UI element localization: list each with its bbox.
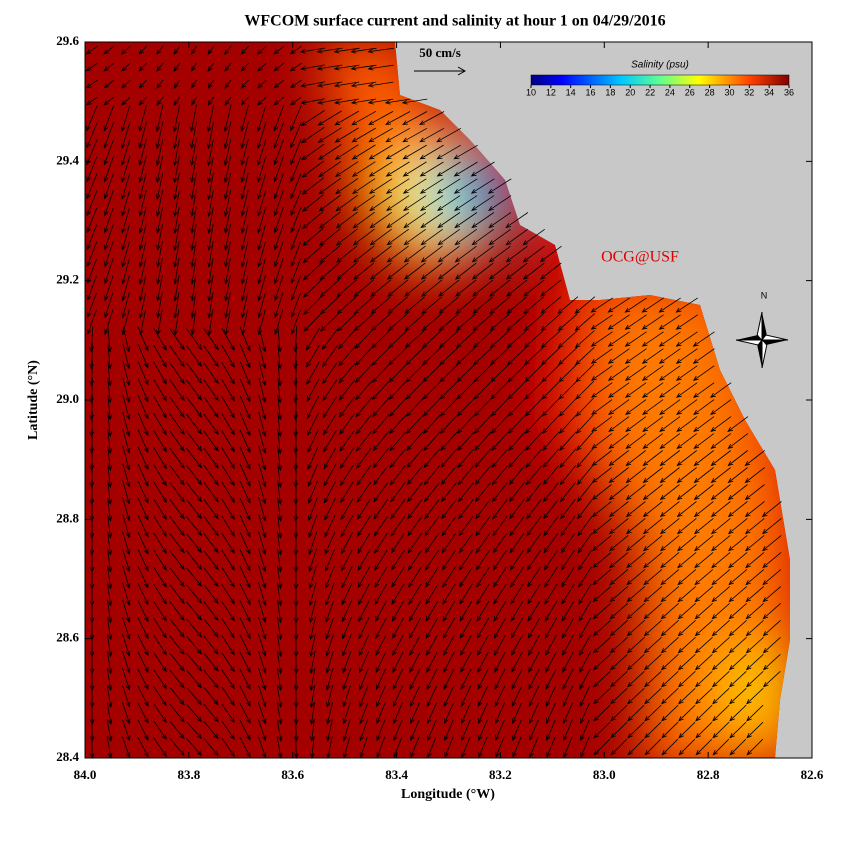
colorbar-tick-label: 28 [705, 87, 715, 97]
colorbar-tick-label: 32 [744, 87, 754, 97]
colorbar-ticks: 10 12 14 16 18 20 22 24 26 28 30 32 34 36 [526, 85, 794, 97]
scale-label: 50 cm/s [419, 45, 461, 60]
x-tick-label: 83.8 [177, 767, 200, 782]
x-tick-label: 83.4 [385, 767, 408, 782]
current-vectors [85, 45, 782, 760]
colorbar-tick-label: 30 [724, 87, 734, 97]
colorbar-tick-label: 34 [764, 87, 774, 97]
x-tick-label: 83.0 [593, 767, 616, 782]
y-tick-label: 28.4 [56, 749, 79, 764]
axes: 84.0 83.8 83.6 83.4 83.2 83.0 82.8 82.6 28.4 28.6… [56, 33, 824, 782]
watermark: OCG@USF [601, 249, 679, 266]
colorbar-tick-label: 16 [586, 87, 596, 97]
x-tick-label: 82.8 [697, 767, 720, 782]
x-tick-label: 82.6 [801, 767, 824, 782]
y-tick-label: 29.4 [56, 152, 79, 167]
colorbar-tick-label: 10 [526, 87, 536, 97]
y-tick-label: 28.6 [56, 630, 79, 645]
compass-label: N [761, 290, 768, 300]
colorbar-tick-label: 24 [665, 87, 675, 97]
colorbar-tick-label: 14 [566, 87, 576, 97]
y-tick-label: 29.2 [56, 272, 79, 287]
x-tick-label: 83.6 [281, 767, 304, 782]
colorbar-tick-label: 26 [685, 87, 695, 97]
colorbar-title: Salinity (psu) [631, 60, 689, 71]
current-arrows [85, 45, 782, 760]
y-tick-label: 29.6 [56, 33, 79, 48]
y-tick-label: 28.8 [56, 510, 79, 525]
colorbar-tick-label: 36 [784, 87, 794, 97]
x-tick-label: 84.0 [74, 767, 97, 782]
y-tick-label: 29.0 [56, 391, 79, 406]
colorbar-tick-label: 12 [546, 87, 556, 97]
x-tick-label: 83.2 [489, 767, 512, 782]
y-label: Latitude (°N) [26, 360, 41, 440]
colorbar [530, 74, 790, 86]
title: WFCOM surface current and salinity at ho… [244, 13, 665, 30]
colorbar-tick-label: 18 [605, 87, 615, 97]
colorbar-tick-label: 22 [645, 87, 655, 97]
compass [735, 311, 789, 369]
colorbar-tick-label: 20 [625, 87, 635, 97]
scale-arrow [414, 66, 467, 76]
x-label: Longitude (°W) [401, 787, 495, 802]
